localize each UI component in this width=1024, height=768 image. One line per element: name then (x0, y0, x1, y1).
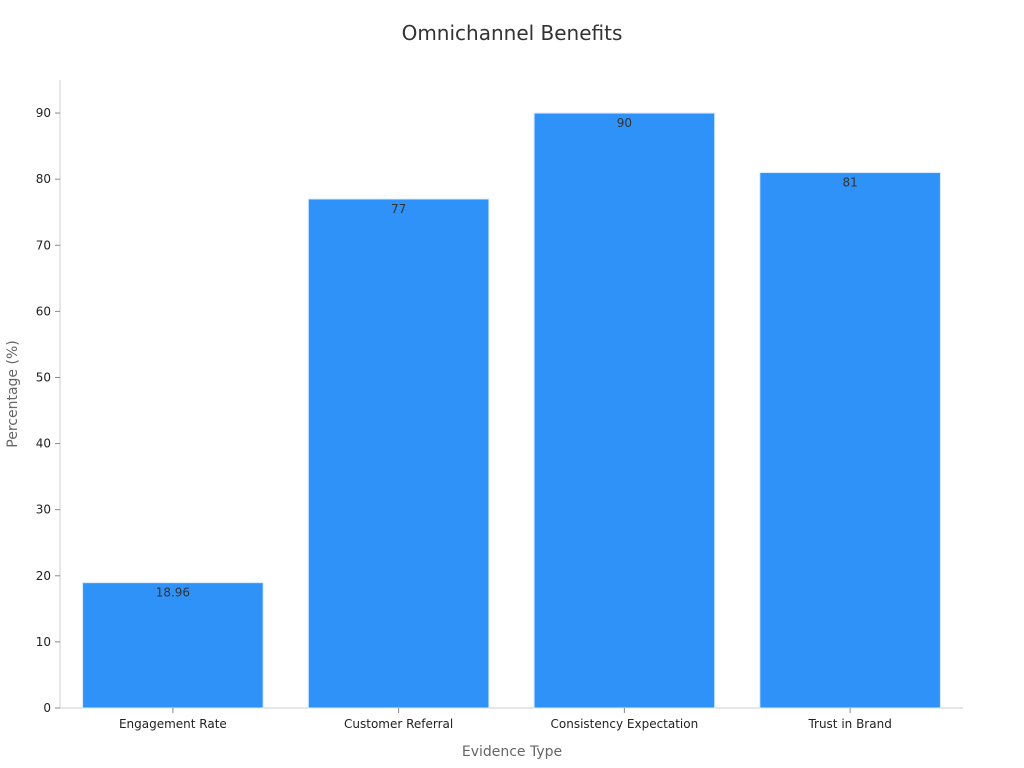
bar-value-labels: 18.96 77 90 81 (156, 116, 858, 600)
bar (307, 198, 490, 709)
x-tick-label: Engagement Rate (119, 717, 227, 731)
bar (759, 172, 941, 709)
bars (82, 112, 941, 709)
y-tick-label: 30 (36, 503, 51, 517)
bar-value-label: 81 (842, 176, 857, 190)
y-tick-label: 80 (36, 172, 51, 186)
x-axis-label: Evidence Type (462, 744, 562, 760)
x-tick-label: Trust in Brand (807, 717, 891, 731)
y-tick-label: 10 (36, 635, 51, 649)
y-tick-label: 0 (43, 701, 51, 715)
chart-title: Omnichannel Benefits (402, 21, 623, 45)
bar-value-label: 18.96 (156, 586, 190, 600)
y-tick-label: 90 (36, 106, 51, 120)
y-tick-labels: 0 10 20 30 40 50 60 70 80 90 (36, 106, 60, 715)
y-tick-label: 70 (36, 238, 51, 252)
y-axis-label: Percentage (%) (5, 340, 21, 447)
y-tick-label: 40 (36, 437, 51, 451)
x-tick-label: Customer Referral (344, 717, 453, 731)
y-tick-label: 20 (36, 569, 51, 583)
bar-value-label: 90 (617, 116, 632, 130)
bar (82, 582, 264, 709)
x-tick-label: Consistency Expectation (551, 717, 699, 731)
bar-value-label: 77 (391, 202, 406, 216)
bar (533, 112, 716, 709)
x-tick-labels: Engagement Rate Customer Referral Consiste… (119, 708, 892, 731)
y-tick-label: 50 (36, 370, 51, 384)
y-tick-label: 60 (36, 304, 51, 318)
